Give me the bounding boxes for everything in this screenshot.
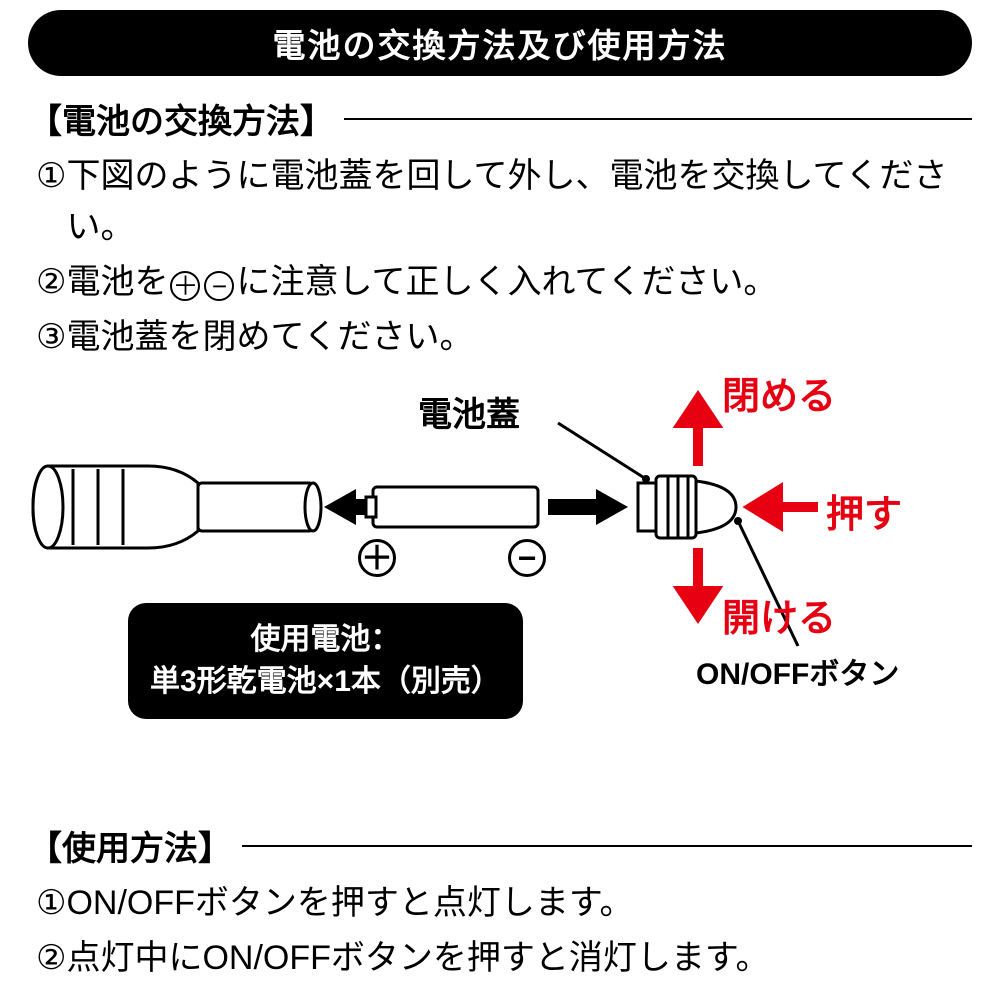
section1-step1-txt: 下図のように電池蓋を回して外し、電池を交換してください。: [66, 151, 972, 253]
battery-minus-icon: −: [508, 539, 546, 577]
section1-heading-rule: [344, 118, 972, 120]
section1-step2-num: ②: [36, 257, 66, 308]
battery-info-l2: 単3形乾電池×1本（別売）: [150, 661, 501, 703]
plus-icon: ＋: [170, 271, 200, 301]
section1-step1: ① 下図のように電池蓋を回して外し、電池を交換してください。: [36, 151, 972, 253]
section1-step3-num: ③: [36, 312, 66, 363]
section1-heading-row: 【電池の交換方法】: [28, 94, 972, 143]
diagram: 電池蓋 閉める 開ける 押す ON/OFFボタン ＋ − 使用電池： 単3形乾電…: [28, 371, 972, 741]
section2-step1: ① ON/OFFボタンを押すと点灯します。: [36, 878, 972, 929]
section2-heading-rule: [242, 845, 972, 847]
section1-step3: ③ 電池蓋を閉めてください。: [36, 312, 972, 363]
section2-step1-txt: ON/OFFボタンを押すと点灯します。: [66, 878, 972, 929]
battery-info-box: 使用電池： 単3形乾電池×1本（別売）: [128, 603, 523, 719]
section1-step2-b: に注意して正しく入れてください。: [236, 263, 777, 301]
section2-step2: ② 点灯中にON/OFFボタンを押すと消灯します。: [36, 933, 972, 984]
section1-step3-txt: 電池蓋を閉めてください。: [66, 312, 972, 363]
section1-steps: ① 下図のように電池蓋を回して外し、電池を交換してください。 ② 電池を＋−に注…: [28, 151, 972, 363]
minus-icon: −: [204, 271, 234, 301]
section2-step1-num: ①: [36, 878, 66, 929]
spacer: [28, 741, 972, 821]
section2-step2-num: ②: [36, 933, 66, 984]
close-label: 閉める: [722, 365, 836, 420]
section1-step1-num: ①: [36, 151, 66, 253]
cap-label: 電池蓋: [418, 387, 520, 436]
section2-steps: ① ON/OFFボタンを押すと点灯します。 ② 点灯中にON/OFFボタンを押す…: [28, 878, 972, 984]
section2-step2-txt: 点灯中にON/OFFボタンを押すと消灯します。: [66, 933, 972, 984]
section2-heading-row: 【使用方法】: [28, 821, 972, 870]
press-label: 押す: [826, 483, 902, 538]
open-label: 開ける: [722, 587, 836, 642]
battery-info-l1: 使用電池：: [150, 619, 501, 661]
main-title: 電池の交換方法及び使用方法: [28, 10, 972, 76]
section1-step2-txt: 電池を＋−に注意して正しく入れてください。: [66, 257, 972, 308]
section2-heading: 【使用方法】: [28, 821, 232, 870]
section1-step2: ② 電池を＋−に注意して正しく入れてください。: [36, 257, 972, 308]
onoff-label: ON/OFFボタン: [696, 649, 899, 693]
section1-heading: 【電池の交換方法】: [28, 94, 334, 143]
battery-plus-icon: ＋: [358, 539, 396, 577]
section1-step2-a: 電池を: [66, 263, 168, 301]
